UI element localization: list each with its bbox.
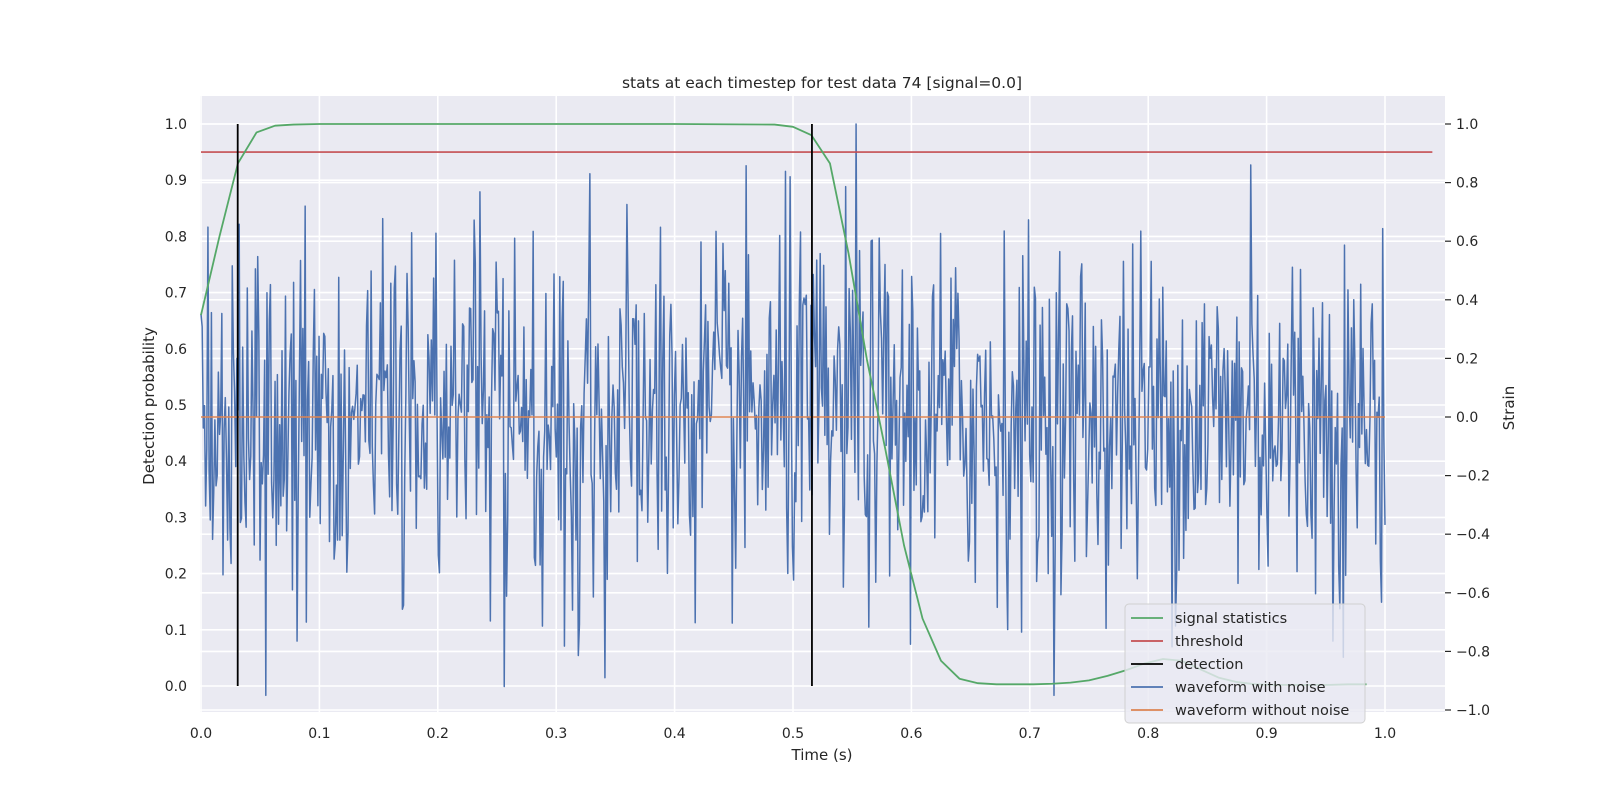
y-left-tick-label: 0.6 <box>165 342 187 358</box>
y-right-tick-label: 0.6 <box>1456 234 1478 250</box>
y-left-tick-label: 0.8 <box>165 229 187 245</box>
y-left-tick-label: 0.0 <box>165 679 187 695</box>
legend: signal statistics threshold detection wavef… <box>1124 603 1366 724</box>
x-tick-label: 0.9 <box>1255 726 1277 742</box>
x-tick-label: 0.7 <box>1019 726 1041 742</box>
x-tick-label: 0.8 <box>1137 726 1159 742</box>
y-right-tick-label: 1.0 <box>1456 117 1478 133</box>
y-right-tick-label: −0.2 <box>1456 469 1490 485</box>
x-axis-label: Time (s) <box>791 746 853 764</box>
legend-label: detection <box>1175 657 1243 673</box>
y-left-tick-label: 0.1 <box>165 623 187 639</box>
y-left-tick-label: 0.3 <box>165 510 187 526</box>
y-right-tick-label: 0.2 <box>1456 351 1478 367</box>
y-right-tick-label: −0.6 <box>1456 586 1490 602</box>
y-left-tick-label: 1.0 <box>165 117 187 133</box>
legend-label: waveform without noise <box>1175 703 1349 719</box>
y-right-tick-label: 0.8 <box>1456 176 1478 192</box>
y-right-tick-label: −1.0 <box>1456 703 1490 719</box>
x-tick-label: 0.1 <box>308 726 330 742</box>
y-left-tick-label: 0.5 <box>165 398 187 414</box>
y-right-tick-label: 0.4 <box>1456 293 1478 309</box>
y-right-tick-label: −0.8 <box>1456 644 1490 660</box>
x-tick-label: 0.0 <box>190 726 212 742</box>
x-tick-label: 0.3 <box>545 726 567 742</box>
x-tick-label: 0.6 <box>900 726 922 742</box>
ticks: 0.0 0.1 0.2 0.3 0.4 0.5 0.6 0.7 0.8 0.9 1.0 0.0 0.1 0… <box>165 117 1490 742</box>
y-left-tick-label: 0.7 <box>165 286 187 302</box>
y-axis-label-right: Strain <box>1500 386 1518 430</box>
x-tick-label: 0.5 <box>782 726 804 742</box>
x-tick-label: 1.0 <box>1374 726 1396 742</box>
series-waveform-with-noise <box>200 123 1386 697</box>
legend-label: threshold <box>1175 634 1243 650</box>
chart-title: stats at each timestep for test data 74 … <box>622 74 1022 92</box>
y-left-tick-label: 0.4 <box>165 454 187 470</box>
legend-label: waveform with noise <box>1175 680 1326 696</box>
x-tick-label: 0.2 <box>427 726 449 742</box>
y-right-tick-label: −0.4 <box>1456 527 1490 543</box>
legend-label: signal statistics <box>1175 611 1287 627</box>
y-axis-label-left: Detection probability <box>140 327 158 485</box>
legend-box <box>1124 603 1366 724</box>
y-left-tick-label: 0.9 <box>165 173 187 189</box>
y-left-tick-label: 0.2 <box>165 567 187 583</box>
x-tick-label: 0.4 <box>663 726 685 742</box>
y-right-tick-label: 0.0 <box>1456 410 1478 426</box>
